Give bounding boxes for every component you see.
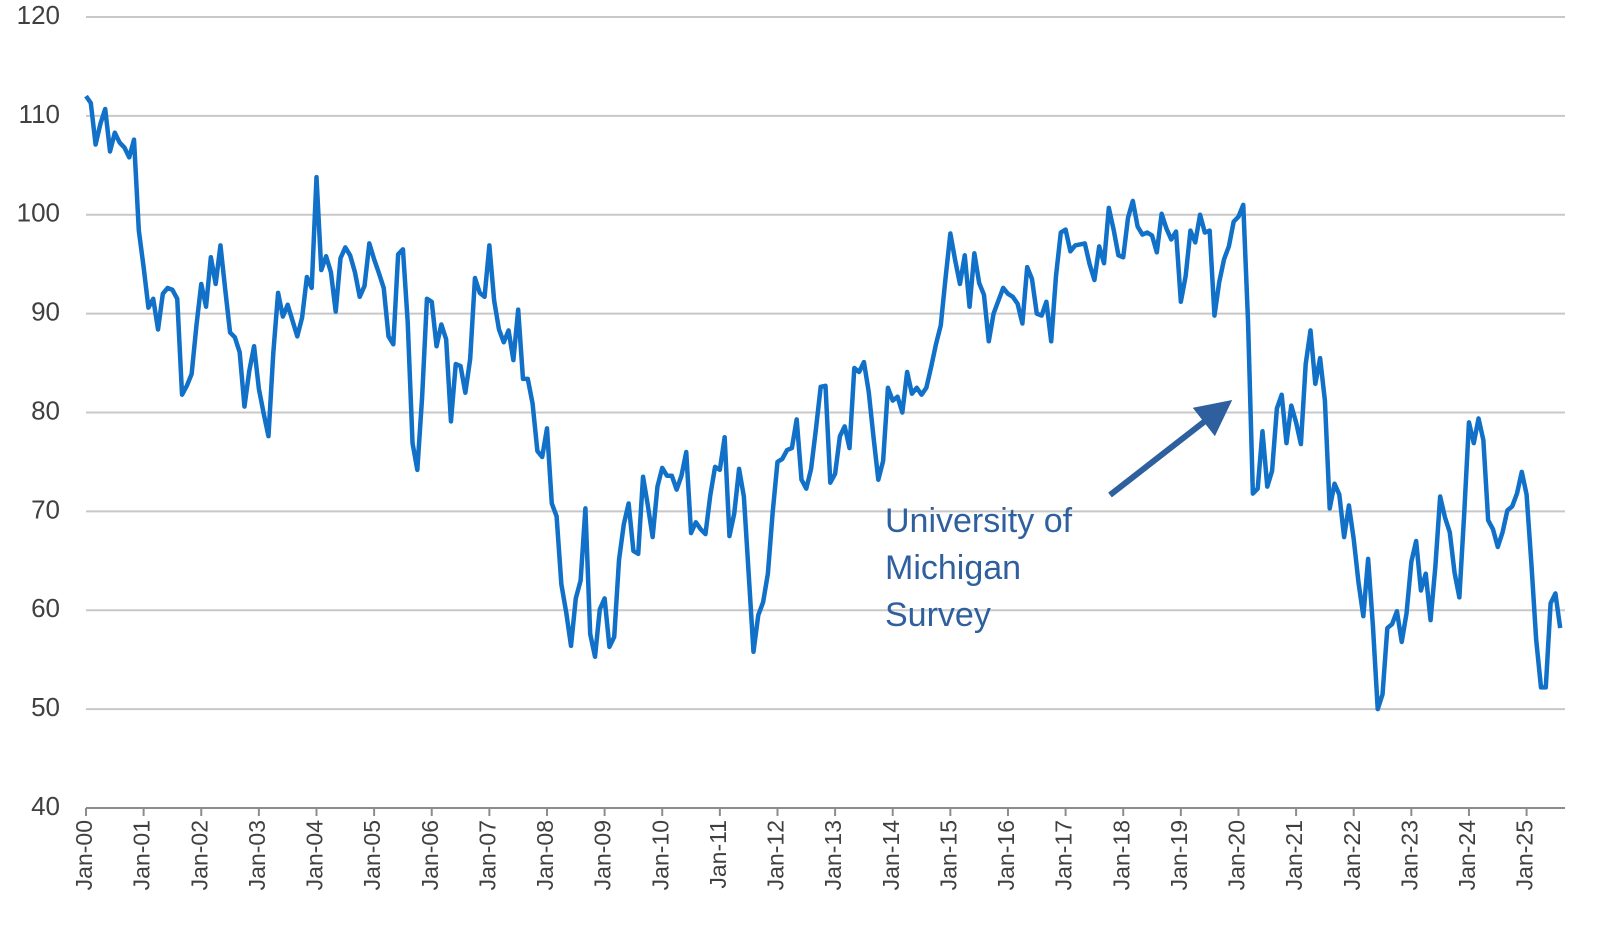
y-tick-label: 110	[19, 99, 60, 129]
y-tick-label: 50	[31, 692, 60, 722]
y-tick-label: 70	[31, 494, 60, 524]
x-tick-label: Jan-09	[590, 820, 616, 890]
x-tick-label: Jan-13	[820, 820, 846, 890]
x-tick-label: Jan-11	[705, 820, 731, 889]
y-tick-label: 80	[31, 395, 60, 425]
x-tick-label: Jan-06	[417, 820, 443, 890]
y-tick-label: 40	[31, 791, 60, 821]
x-tick-label: Jan-21	[1281, 820, 1307, 890]
annotation-line: Michigan	[885, 549, 1021, 587]
x-tick-label: Jan-04	[302, 820, 328, 891]
x-tick-label: Jan-25	[1512, 820, 1538, 890]
x-tick-label: Jan-14	[878, 820, 904, 891]
annotation-line: University of	[885, 502, 1073, 540]
x-tick-label: Jan-22	[1339, 820, 1365, 890]
y-tick-label: 60	[31, 593, 60, 623]
x-tick-label: Jan-18	[1108, 820, 1134, 890]
x-tick-label: Jan-08	[532, 820, 558, 890]
annotation-line: Survey	[885, 596, 991, 634]
y-tick-label: 120	[17, 0, 60, 30]
x-tick-label: Jan-07	[474, 820, 500, 890]
x-tick-label: Jan-17	[1051, 820, 1077, 890]
x-tick-label: Jan-00	[71, 820, 97, 890]
x-tick-label: Jan-02	[186, 820, 212, 890]
data-line	[84, 94, 1563, 712]
x-tick-label: Jan-01	[129, 820, 155, 890]
x-tick-label: Jan-10	[647, 820, 673, 890]
x-tick-label: Jan-23	[1396, 820, 1422, 890]
annotation-arrow	[1108, 399, 1233, 498]
y-tick-label: 90	[31, 297, 60, 327]
y-tick-label: 100	[17, 198, 60, 228]
x-tick-label: Jan-20	[1224, 820, 1250, 890]
x-tick-label: Jan-16	[993, 820, 1019, 890]
x-tick-label: Jan-15	[935, 820, 961, 890]
x-tick-label: Jan-05	[359, 820, 385, 890]
x-tick-label: Jan-24	[1454, 820, 1480, 891]
x-tick-label: Jan-03	[244, 820, 270, 890]
x-tick-label: Jan-12	[763, 820, 789, 890]
x-tick-label: Jan-19	[1166, 820, 1192, 890]
